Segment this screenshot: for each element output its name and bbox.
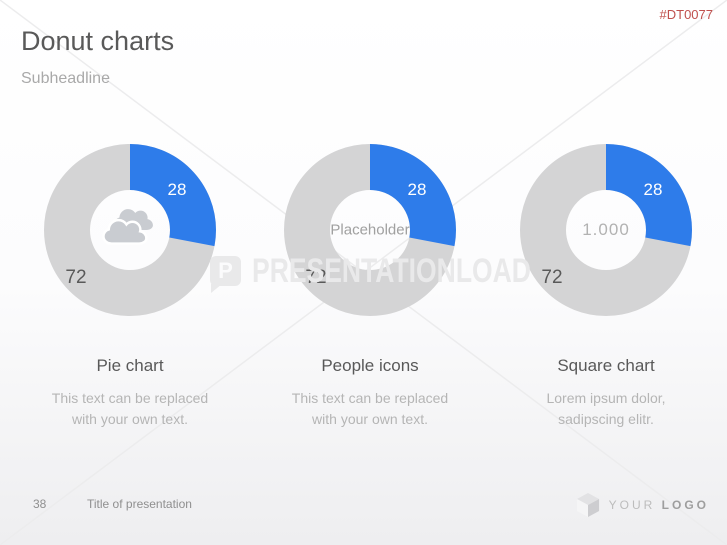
donut-ring: [284, 144, 456, 316]
segment-value-gray: 72: [305, 267, 327, 288]
donut-ring: [520, 144, 692, 316]
caption-title: Pie chart: [96, 356, 164, 375]
donut-center-text: Placeholder: [330, 221, 410, 239]
segment-value-blue: 28: [643, 180, 663, 199]
logo-word-your: YOUR: [608, 498, 656, 512]
logo-word-logo: LOGO: [661, 498, 709, 512]
segment-value-blue: 28: [167, 180, 187, 199]
caption-pie-chart: Pie chart This text can be replaced with…: [20, 356, 240, 430]
cube-logo-icon: [576, 493, 599, 517]
donut-chart-pie: 28 72: [44, 144, 216, 316]
donut-center-text: 1.000: [582, 220, 630, 239]
caption-people-icons: People icons This text can be replaced w…: [260, 356, 480, 430]
caption-body: Lorem ipsum dolor, sadipscing elitr.: [546, 390, 666, 427]
caption-body: This text can be replaced with your own …: [51, 390, 209, 427]
logo-words: YOUR LOGO: [609, 498, 709, 512]
caption-square-chart: Square chart Lorem ipsum dolor, sadipsci…: [496, 356, 716, 430]
donut-chart-square: 28 72 1.000: [520, 144, 692, 316]
caption-title: People icons: [321, 356, 419, 375]
segment-value-blue: 28: [407, 180, 427, 199]
page-title: Donut charts: [21, 26, 175, 56]
page-subtitle: Subheadline: [21, 70, 110, 87]
presentation-title: Title of presentation: [87, 497, 192, 511]
caption-body: This text can be replaced with your own …: [291, 390, 449, 427]
segment-value-gray: 72: [65, 267, 87, 288]
clouds-icon: [101, 205, 159, 256]
caption-title: Square chart: [557, 356, 655, 375]
donut-ring: [44, 144, 216, 316]
donut-chart-people-icons: 28 72 Placeholder: [284, 144, 456, 316]
segment-value-gray: 72: [541, 267, 563, 288]
template-code: #DT0077: [659, 7, 713, 22]
your-logo-placeholder: YOUR LOGO: [576, 492, 709, 518]
page-number: 38: [33, 497, 47, 511]
